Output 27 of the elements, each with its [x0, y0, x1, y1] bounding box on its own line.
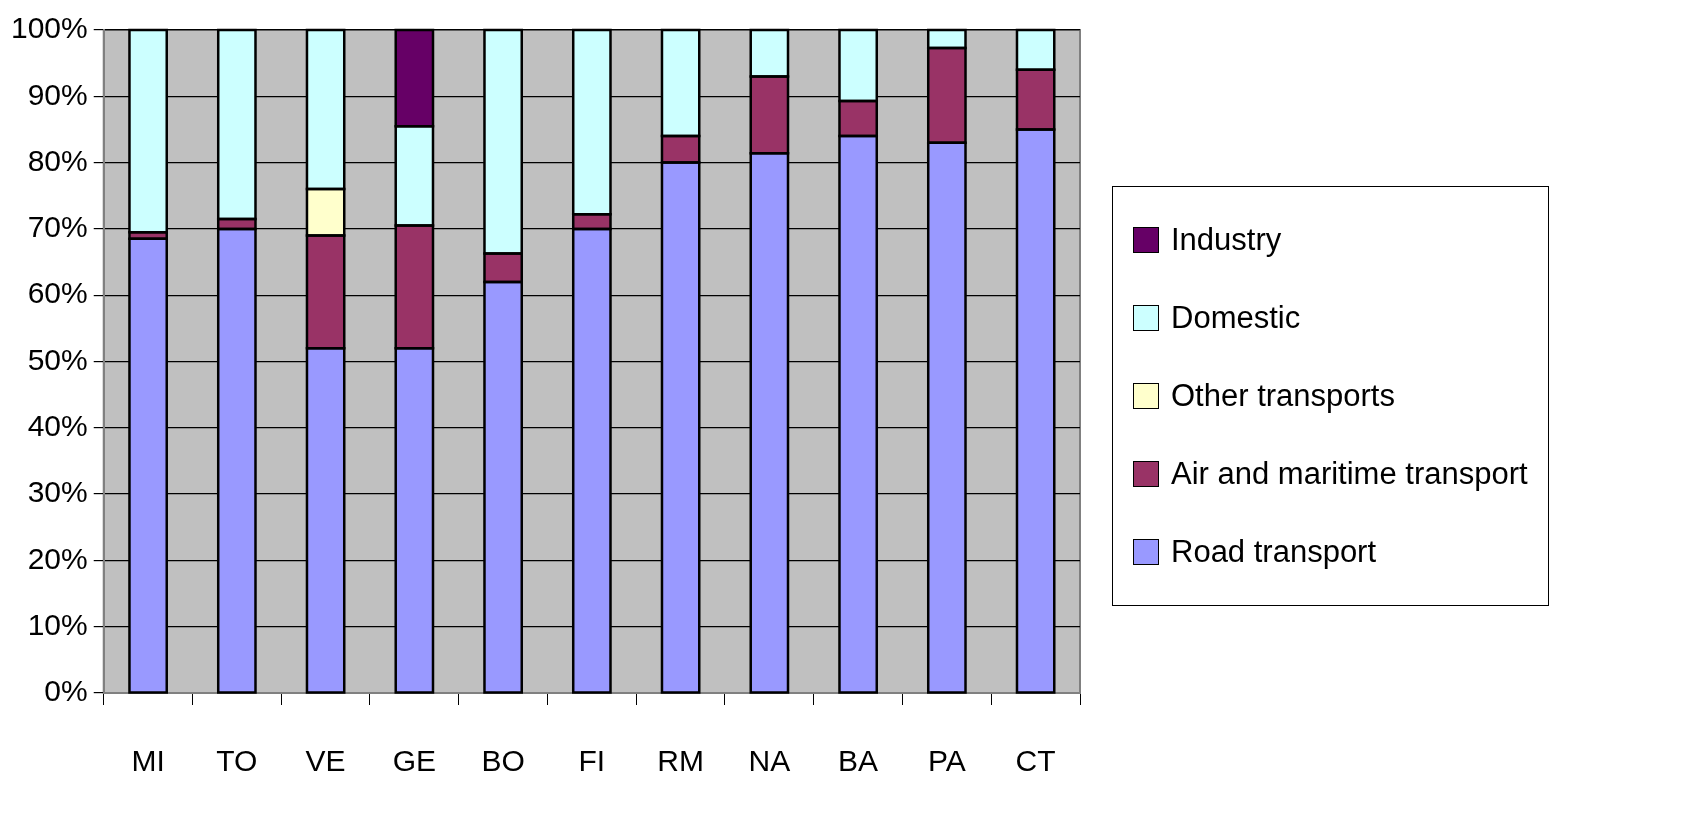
y-tick-label: 10% [27, 607, 88, 641]
y-tick-label: 80% [27, 143, 88, 177]
x-tick-label: BO [481, 744, 525, 778]
x-tick-label: RM [657, 744, 704, 778]
y-tick-label: 40% [27, 409, 88, 443]
y-tick-label: 30% [27, 475, 88, 509]
x-tick-label: PA [927, 744, 966, 778]
legend-label: Road transport [1171, 534, 1377, 570]
y-tick-label: 50% [27, 342, 88, 376]
legend-label: Industry [1171, 222, 1282, 258]
legend-label: Other transports [1171, 378, 1395, 414]
y-tick-label: 70% [27, 210, 88, 244]
x-tick-label: TO [216, 744, 258, 778]
x-tick-label: VE [305, 744, 346, 778]
legend-label: Air and maritime transport [1171, 456, 1528, 492]
y-tick-label: 20% [27, 541, 88, 575]
x-tick-label: BA [838, 744, 879, 778]
legend-label: Domestic [1171, 300, 1301, 336]
y-tick-label: 100% [10, 11, 88, 45]
x-tick-label: MI [131, 744, 165, 778]
x-tick-label: CT [1015, 744, 1056, 778]
x-tick-label: FI [578, 744, 606, 778]
y-tick-label: 90% [27, 77, 88, 111]
x-tick-label: GE [392, 744, 437, 778]
x-tick-label: NA [748, 744, 791, 778]
y-tick-label: 0% [44, 674, 88, 708]
y-tick-label: 60% [27, 276, 88, 310]
